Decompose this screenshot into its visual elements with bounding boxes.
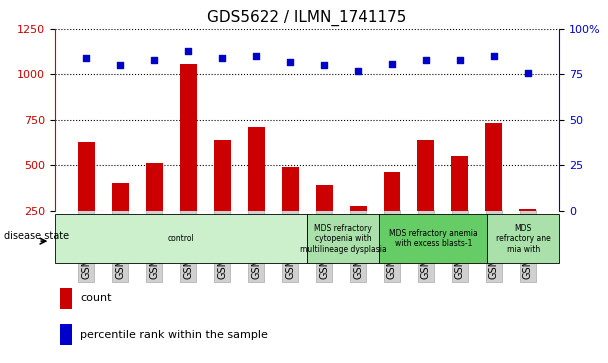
- Bar: [316, 185, 333, 256]
- Point: [455, 57, 465, 63]
- Point: [489, 53, 499, 59]
- Bar: [282, 167, 299, 256]
- Bar: [179, 64, 196, 256]
- Point: [523, 70, 533, 76]
- Bar: [485, 123, 502, 256]
- Bar: [307, 214, 379, 263]
- Text: MDS refractory
cytopenia with
multilineage dysplasia: MDS refractory cytopenia with multilinea…: [300, 224, 387, 254]
- Text: disease state: disease state: [4, 231, 69, 241]
- Bar: [247, 127, 264, 256]
- Bar: [350, 206, 367, 256]
- Bar: [213, 140, 230, 256]
- Point: [149, 57, 159, 63]
- Bar: [146, 163, 162, 256]
- Bar: [384, 172, 401, 256]
- Point: [217, 55, 227, 61]
- Bar: [112, 183, 129, 256]
- Point: [421, 57, 431, 63]
- Text: MDS refractory anemia
with excess blasts-1: MDS refractory anemia with excess blasts…: [389, 229, 477, 248]
- Point: [183, 48, 193, 54]
- Text: percentile rank within the sample: percentile rank within the sample: [80, 330, 268, 339]
- Text: count: count: [80, 293, 111, 303]
- Point: [353, 68, 363, 74]
- Bar: [379, 214, 487, 263]
- Point: [387, 61, 397, 66]
- Text: control: control: [168, 234, 194, 243]
- Point: [116, 62, 125, 68]
- Point: [81, 55, 91, 61]
- Point: [251, 53, 261, 59]
- Text: MDS
refractory ane
mia with: MDS refractory ane mia with: [496, 224, 551, 254]
- Bar: [519, 209, 536, 256]
- Bar: [418, 140, 435, 256]
- Bar: [55, 214, 307, 263]
- Bar: [452, 156, 468, 256]
- Point: [319, 62, 329, 68]
- Bar: [78, 142, 95, 256]
- Bar: [60, 324, 72, 345]
- Bar: [487, 214, 559, 263]
- Point: [285, 59, 295, 65]
- Title: GDS5622 / ILMN_1741175: GDS5622 / ILMN_1741175: [207, 10, 407, 26]
- Bar: [60, 287, 72, 309]
